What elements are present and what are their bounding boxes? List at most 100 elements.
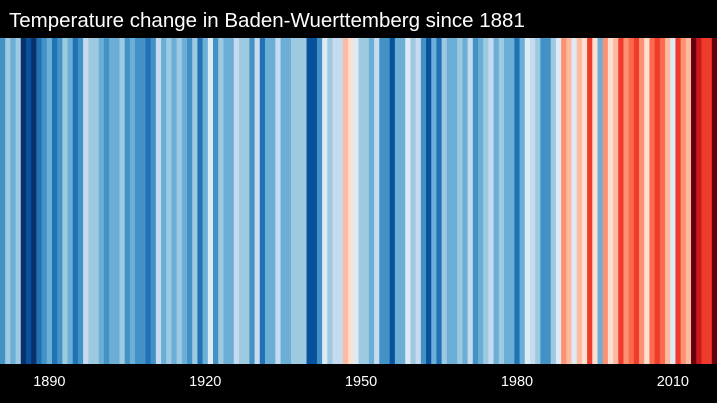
stripe-1958 [400, 38, 406, 364]
stripe-1892 [57, 38, 63, 364]
stripe-1905 [124, 38, 131, 364]
stripe-1959 [405, 38, 412, 364]
stripe-2017 [706, 38, 713, 364]
stripe-1895 [72, 38, 79, 364]
stripe-1881 [0, 38, 6, 364]
stripe-1933 [270, 38, 276, 364]
stripe-1914 [171, 38, 178, 364]
stripe-1904 [119, 38, 126, 364]
stripe-1890 [46, 38, 53, 364]
stripe-1885 [20, 38, 27, 364]
stripe-1920 [202, 38, 209, 364]
stripe-1989 [561, 38, 567, 364]
stripe-1906 [129, 38, 136, 364]
x-axis: 1890 1920 1950 1980 2010 [0, 364, 717, 403]
stripe-1955 [384, 38, 391, 364]
stripe-1909 [145, 38, 152, 364]
stripe-1991 [571, 38, 578, 364]
stripe-1949 [353, 38, 360, 364]
stripe-2012 [680, 38, 687, 364]
stripe-1927 [239, 38, 245, 364]
stripe-1902 [109, 38, 115, 364]
stripe-1965 [436, 38, 443, 364]
stripe-2003 [633, 38, 640, 364]
stripe-2013 [685, 38, 692, 364]
stripe-1978 [503, 38, 510, 364]
stripe-1886 [25, 38, 32, 364]
stripe-2015 [696, 38, 703, 364]
stripe-1932 [264, 38, 271, 364]
stripe-1974 [483, 38, 489, 364]
stripe-1995 [592, 38, 599, 364]
stripe-1961 [415, 38, 422, 364]
stripe-1939 [301, 38, 308, 364]
stripe-1935 [280, 38, 287, 364]
stripe-1910 [150, 38, 157, 364]
stripe-1916 [181, 38, 188, 364]
stripe-2004 [639, 38, 645, 364]
x-tick-label-1920: 1920 [189, 374, 222, 390]
stripe-1954 [379, 38, 386, 364]
stripe-1919 [197, 38, 204, 364]
stripe-1896 [77, 38, 84, 364]
stripe-1901 [103, 38, 110, 364]
stripe-1950 [358, 38, 365, 364]
stripe-1944 [327, 38, 334, 364]
stripe-1931 [259, 38, 266, 364]
stripe-1968 [452, 38, 458, 364]
stripe-2000 [618, 38, 625, 364]
stripe-1917 [187, 38, 193, 364]
stripe-2010 [670, 38, 677, 364]
stripe-1960 [410, 38, 417, 364]
stripe-1947 [342, 38, 349, 364]
stripe-2018 [711, 38, 717, 364]
stripe-1948 [348, 38, 354, 364]
stripe-1940 [306, 38, 313, 364]
stripe-1946 [337, 38, 344, 364]
stripe-1970 [462, 38, 469, 364]
stripe-1952 [368, 38, 375, 364]
stripe-1921 [207, 38, 214, 364]
x-tick-label-1950: 1950 [344, 374, 378, 390]
stripe-1951 [363, 38, 370, 364]
stripe-1929 [249, 38, 256, 364]
stripe-1911 [155, 38, 162, 364]
warming-stripes-plot [0, 38, 717, 364]
stripe-1953 [374, 38, 380, 364]
stripe-1977 [498, 38, 505, 364]
stripe-1891 [51, 38, 58, 364]
stripe-1956 [389, 38, 396, 364]
stripe-1908 [140, 38, 147, 364]
stripe-1979 [509, 38, 515, 364]
stripe-1999 [613, 38, 619, 364]
stripe-1934 [275, 38, 282, 364]
stripe-1899 [93, 38, 100, 364]
stripe-2009 [665, 38, 671, 364]
stripe-1987 [550, 38, 557, 364]
stripe-1887 [31, 38, 37, 364]
stripe-1963 [426, 38, 432, 364]
stripe-1957 [394, 38, 401, 364]
stripe-1894 [67, 38, 74, 364]
x-tick-label-1890: 1890 [33, 374, 66, 390]
stripe-1997 [602, 38, 609, 364]
stripe-1988 [555, 38, 562, 364]
stripe-2001 [623, 38, 630, 364]
stripe-1926 [233, 38, 240, 364]
stripe-1928 [244, 38, 250, 364]
stripe-1889 [41, 38, 48, 364]
stripe-1897 [83, 38, 89, 364]
stripe-1898 [88, 38, 95, 364]
stripe-1986 [545, 38, 552, 364]
stripe-1918 [192, 38, 199, 364]
stripe-1969 [457, 38, 464, 364]
x-tick-label-1980: 1980 [500, 374, 534, 390]
stripe-1971 [467, 38, 474, 364]
stripe-1984 [535, 38, 541, 364]
stripe-1907 [135, 38, 141, 364]
stripe-2011 [675, 38, 682, 364]
stripe-1925 [228, 38, 235, 364]
stripe-1903 [114, 38, 121, 364]
stripe-1967 [446, 38, 453, 364]
stripe-1964 [431, 38, 438, 364]
